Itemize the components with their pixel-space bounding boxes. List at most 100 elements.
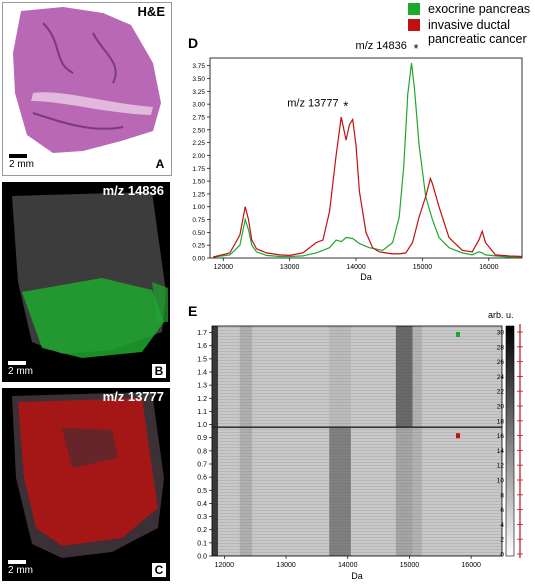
colorbar-tick-label: 14 [497,448,505,455]
band-cancer-upper [329,326,351,428]
colorbar-tick-label: 4 [500,522,504,529]
panel-c-ion-image: m/z 13777 2 mm C [2,388,170,581]
y-tick-label: 1.4 [197,370,207,377]
colorbar-tick-label: 24 [497,374,505,381]
colorbar-tick-label: 10 [497,478,505,485]
heatmap-marker-green [456,332,460,337]
y-tick-label: 0.1 [197,540,207,547]
colorbar-tick-label: 8 [500,492,504,499]
panel-e-letter: E [188,303,197,319]
panel-b-tissue-map [12,192,168,358]
panel-a-letter: A [153,157,167,171]
legend-label-exocrine: exocrine pancreas [428,2,531,16]
y-tick-label: 0.50 [192,230,205,237]
panel-e-x-axis-label: Da [351,571,363,581]
x-tick-label: 14000 [346,264,366,271]
panel-b-scale-bar: 2 mm [8,361,33,377]
panel-e-plot-frame [211,325,503,557]
series-line [213,116,523,258]
panel-b-title: m/z 14836 [102,183,164,198]
colorbar-gradient [505,325,515,557]
colorbar-tick-label: 12 [497,463,505,470]
y-tick-label: 0.25 [192,243,205,250]
y-tick-label: 0.00 [192,256,205,263]
panel-c-tissue-map [12,392,164,558]
x-tick-label: 13000 [280,264,300,271]
panel-e-axes: 0.0 0.1 0.2 0.3 0.4 0.5 0.6 0.7 0.8 0.9 1.0 1.1 1.2 1… [197,325,503,569]
y-tick-label: 0.9 [197,435,207,442]
y-tick-label: 2.25 [192,140,205,147]
y-tick-label: 2.75 [192,114,205,121]
y-tick-label: 1.25 [192,191,205,198]
colorbar-tick-label: 20 [497,404,505,411]
y-tick-label: 1.50 [192,179,205,186]
y-tick-label: 3.25 [192,89,205,96]
heatmap-left-edge [212,326,218,556]
panel-e-heatmap [212,326,502,556]
colorbar-tick-label: 30 [497,330,505,337]
y-tick-label: 0.75 [192,217,205,224]
legend-swatch-green [408,3,420,15]
legend-item-exocrine: exocrine pancreas [408,2,535,16]
y-tick-label: 1.0 [197,422,207,429]
colorbar-tick-label: 18 [497,418,505,425]
panel-d-axes: 0.00 0.25 0.50 0.75 1.00 1.25 1.50 1.75 2.00 2.25… [192,57,523,271]
colorbar-tick-label: 2 [500,537,504,544]
x-tick-label: 16000 [461,562,481,569]
colorbar-title: arb. u. [488,310,514,320]
panel-c-scale-bar: 2 mm [8,560,33,576]
panel-a-scale-label: 2 mm [9,159,34,170]
y-tick-label: 0.6 [197,475,207,482]
panel-e-heatmap-chart: E 0.0 0.1 0.2 0.3 0.4 0.5 0.6 0.7 0.8 0.9 1.0 1.1 1.… [188,303,523,581]
panel-d-x-axis-label: Da [360,272,372,282]
band-exocrine-lower [395,427,413,556]
y-tick-label: 3.00 [192,102,205,109]
panel-a-scale-bar: 2 mm [9,154,34,170]
colorbar-tick-label: 26 [497,359,505,366]
legend-item-cancer: invasive ductal pancreatic cancer [408,18,535,46]
chart-legend: exocrine pancreas invasive ductal pancre… [408,2,535,48]
series-line [213,63,522,258]
x-tick-label: 15000 [400,562,420,569]
y-tick-label: 3.75 [192,63,205,70]
panel-d-spectrum-chart: D 0.00 0.25 0.50 0.75 1.00 1.25 1.50 1.75 2.00 2.… [188,35,523,282]
panel-d-series [213,63,523,258]
y-tick-label: 0.7 [197,462,207,469]
y-tick-label: 0.0 [197,554,207,561]
y-tick-label: 0.3 [197,514,207,521]
he-tissue-shape [13,7,161,153]
band-cancer-13777 [329,427,351,556]
panel-d-plot-frame [209,57,523,259]
panel-c-letter: C [152,563,166,577]
x-tick-label: 12000 [214,264,234,271]
annotation-mz-13777: m/z 13777 [287,98,338,110]
y-tick-label: 0.5 [197,488,207,495]
legend-label-cancer: invasive ductal pancreatic cancer [428,18,527,46]
panel-b-ion-image: m/z 14836 2 mm B [2,182,170,382]
y-tick-label: 1.1 [197,409,207,416]
band-15150 [412,326,422,556]
panel-c-scale-label: 2 mm [8,565,33,576]
colorbar-tick-label: 22 [497,389,505,396]
panel-b-letter: B [152,364,166,378]
legend-swatch-red [408,19,420,31]
annotation-star-13777: * [343,99,348,114]
y-tick-label: 0.4 [197,501,207,508]
y-tick-label: 2.00 [192,153,205,160]
y-tick-label: 1.00 [192,204,205,211]
panel-a-he-image: H&E 2 mm A [2,2,172,176]
heatmap-marker-red [456,433,460,439]
y-tick-label: 1.3 [197,383,207,390]
y-tick-label: 3.50 [192,76,205,83]
annotation-mz-14836: m/z 14836 [356,40,407,52]
y-tick-label: 1.2 [197,396,207,403]
x-tick-label: 16000 [479,264,499,271]
colorbar-tick-label: 16 [497,433,505,440]
panel-c-title: m/z 13777 [102,389,164,404]
x-tick-label: 15000 [413,264,433,271]
y-tick-label: 0.8 [197,448,207,455]
heatmap-background [212,326,502,556]
colorbar-tick-label: 0 [500,552,504,559]
y-tick-label: 0.2 [197,527,207,534]
